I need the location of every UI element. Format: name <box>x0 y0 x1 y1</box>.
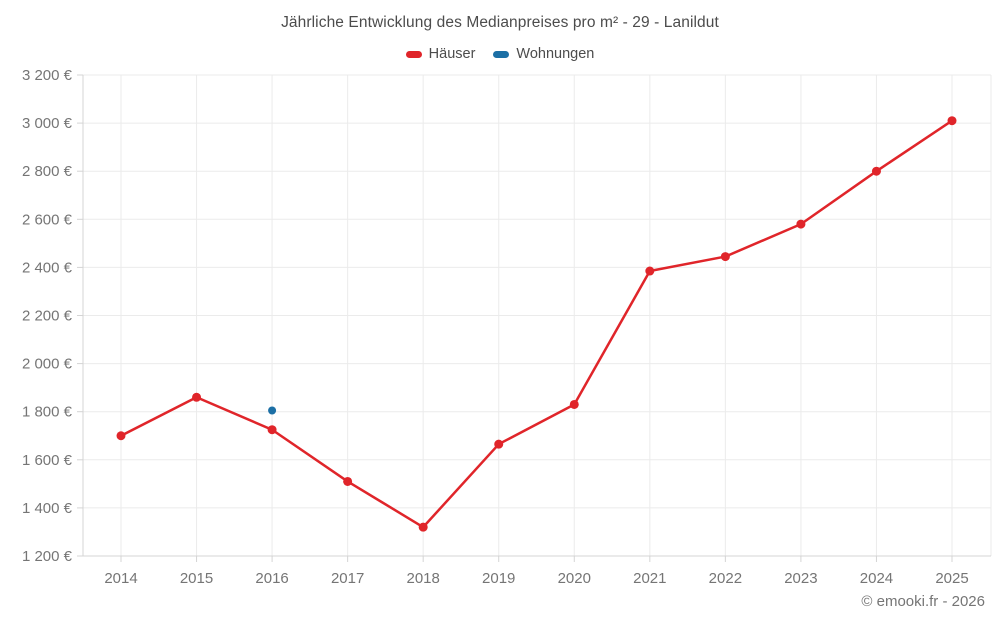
data-point-h-user[interactable] <box>796 219 806 229</box>
x-axis-label: 2023 <box>784 570 817 587</box>
y-axis-label: 3 000 € <box>22 115 73 132</box>
x-axis-label: 2017 <box>331 570 364 587</box>
y-axis-label: 2 600 € <box>22 211 73 228</box>
legend-label-haeuser: Häuser <box>428 46 476 62</box>
data-point-h-user[interactable] <box>569 399 579 409</box>
data-point-h-user[interactable] <box>947 116 957 126</box>
data-point-h-user[interactable] <box>192 392 202 402</box>
y-axis-label: 1 800 € <box>22 404 73 421</box>
x-axis-label: 2025 <box>935 570 968 587</box>
x-axis-label: 2021 <box>633 570 666 587</box>
y-axis-label: 1 200 € <box>22 548 73 565</box>
y-axis-label: 3 200 € <box>22 67 73 84</box>
wohnungen-swatch-icon <box>493 50 510 58</box>
y-axis-label: 1 600 € <box>22 452 73 469</box>
data-point-h-user[interactable] <box>645 266 655 276</box>
data-point-h-user[interactable] <box>871 166 881 176</box>
data-point-h-user[interactable] <box>343 476 353 486</box>
haeuser-swatch-icon <box>405 50 422 58</box>
chart-title: Jährliche Entwicklung des Medianpreises … <box>281 14 719 31</box>
legend: Häuser Wohnungen <box>0 46 1000 62</box>
x-axis-label: 2016 <box>255 570 288 587</box>
data-point-h-user[interactable] <box>494 439 504 449</box>
legend-item-wohnungen[interactable]: Wohnungen <box>493 46 594 62</box>
copyright: © emooki.fr - 2026 <box>861 593 985 610</box>
data-point-wohnungen[interactable] <box>268 406 277 415</box>
x-axis-label: 2022 <box>709 570 742 587</box>
x-axis-label: 2024 <box>860 570 893 587</box>
data-point-h-user[interactable] <box>720 252 730 262</box>
legend-label-wohnungen: Wohnungen <box>516 46 595 62</box>
data-point-h-user[interactable] <box>116 431 126 441</box>
y-axis-label: 1 400 € <box>22 500 73 517</box>
y-axis-label: 2 800 € <box>22 163 73 180</box>
legend-item-haeuser[interactable]: Häuser <box>405 46 476 62</box>
x-axis-label: 2020 <box>558 570 591 587</box>
x-axis-label: 2014 <box>104 570 137 587</box>
series-line-h-user <box>119 119 954 529</box>
data-point-h-user[interactable] <box>418 522 428 532</box>
y-axis-label: 2 200 € <box>22 308 73 325</box>
data-point-h-user[interactable] <box>267 425 277 435</box>
y-axis-label: 2 000 € <box>22 356 73 373</box>
x-axis-label: 2015 <box>180 570 213 587</box>
x-axis-label: 2018 <box>406 570 439 587</box>
x-axis-label: 2019 <box>482 570 515 587</box>
y-axis-label: 2 400 € <box>22 259 73 276</box>
